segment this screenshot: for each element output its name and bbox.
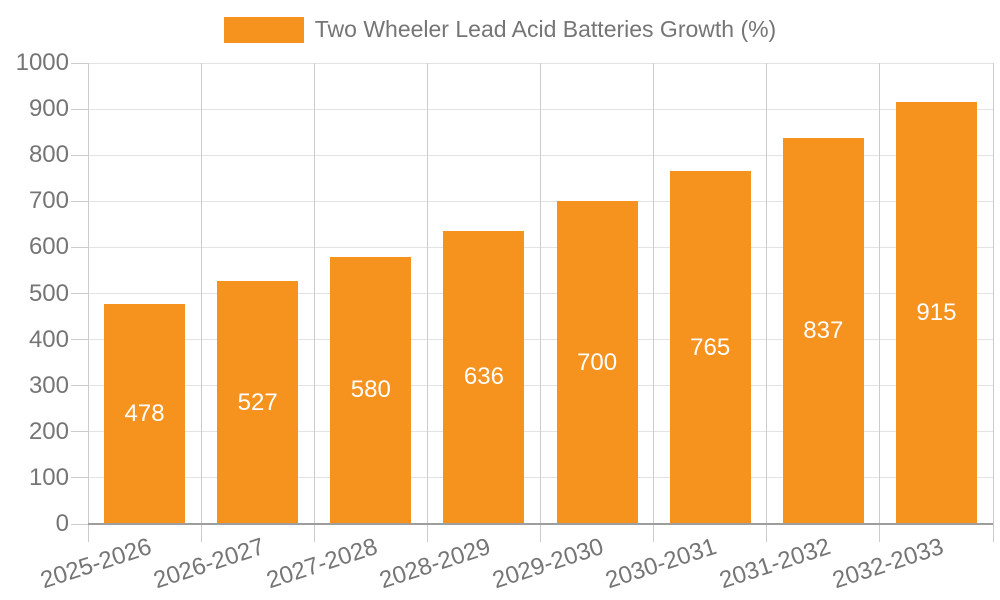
- bar-value-label: 837: [803, 317, 844, 345]
- y-axis-label: 500: [28, 279, 69, 307]
- y-axis-tick: [71, 293, 88, 294]
- y-gridline: [88, 108, 993, 110]
- bar-value-label: 527: [237, 388, 278, 416]
- x-axis-label: 2025-2026: [37, 533, 155, 595]
- x-axis-label: 2029-2030: [489, 533, 608, 595]
- y-axis-label: 0: [55, 510, 69, 537]
- x-axis-label: 2032-2033: [828, 533, 947, 595]
- y-axis-tick: [71, 523, 88, 525]
- x-gridline: [87, 63, 89, 542]
- y-axis-label: 1000: [15, 49, 69, 76]
- x-gridline: [540, 63, 541, 542]
- x-axis-label: 2031-2032: [715, 533, 834, 595]
- y-axis-tick: [71, 154, 88, 156]
- legend: Two Wheeler Lead Acid Batteries Growth (…: [0, 16, 1000, 43]
- bar-value-label: 580: [350, 376, 391, 404]
- x-axis-label: 2030-2031: [602, 533, 721, 595]
- x-gridline: [992, 63, 994, 542]
- y-axis-label: 100: [28, 463, 69, 491]
- bar-2032-2033[interactable]: 915: [895, 102, 977, 524]
- y-axis-tick: [71, 385, 88, 387]
- y-axis-label: 900: [28, 95, 69, 123]
- y-axis-label: 200: [28, 417, 69, 445]
- y-axis-tick: [71, 246, 88, 248]
- bar-2028-2029[interactable]: 636: [443, 230, 525, 524]
- x-gridline: [653, 63, 655, 542]
- x-gridline: [879, 63, 881, 542]
- x-gridline: [426, 63, 428, 542]
- y-axis-tick: [71, 108, 88, 110]
- y-axis-tick: [71, 200, 88, 202]
- y-axis-label: 600: [28, 233, 69, 261]
- y-axis-label: 300: [28, 371, 69, 399]
- bar-value-label: 915: [916, 299, 957, 327]
- legend-label: Two Wheeler Lead Acid Batteries Growth (…: [314, 16, 777, 42]
- bar-2027-2028[interactable]: 580: [330, 256, 412, 524]
- bar-value-label: 478: [124, 399, 165, 427]
- y-axis-label: 700: [28, 187, 69, 215]
- legend-swatch-icon: [223, 16, 304, 43]
- x-axis-label: 2028-2029: [376, 533, 494, 595]
- y-axis-tick: [71, 62, 88, 64]
- bar-value-label: 700: [577, 348, 618, 376]
- x-gridline: [200, 63, 202, 542]
- x-axis-label: 2026-2027: [150, 533, 268, 595]
- bar-2030-2031[interactable]: 765: [669, 171, 751, 524]
- y-axis-tick: [71, 431, 88, 433]
- y-axis-tick: [71, 477, 88, 479]
- x-gridline: [313, 63, 315, 542]
- bar-2031-2032[interactable]: 837: [782, 138, 864, 524]
- x-axis-label: 2027-2028: [263, 533, 381, 595]
- bar-2026-2027[interactable]: 527: [217, 281, 299, 524]
- bar-2025-2026[interactable]: 478: [104, 303, 186, 524]
- y-axis-label: 400: [28, 325, 69, 353]
- y-gridline: [88, 62, 993, 64]
- x-gridline: [766, 63, 768, 542]
- y-axis-label: 800: [28, 141, 69, 169]
- legend-item[interactable]: Two Wheeler Lead Acid Batteries Growth (…: [223, 16, 777, 43]
- y-axis-tick: [71, 339, 88, 341]
- bar-value-label: 765: [690, 333, 731, 361]
- bar-value-label: 636: [463, 363, 504, 391]
- bar-2029-2030[interactable]: 700: [556, 201, 638, 524]
